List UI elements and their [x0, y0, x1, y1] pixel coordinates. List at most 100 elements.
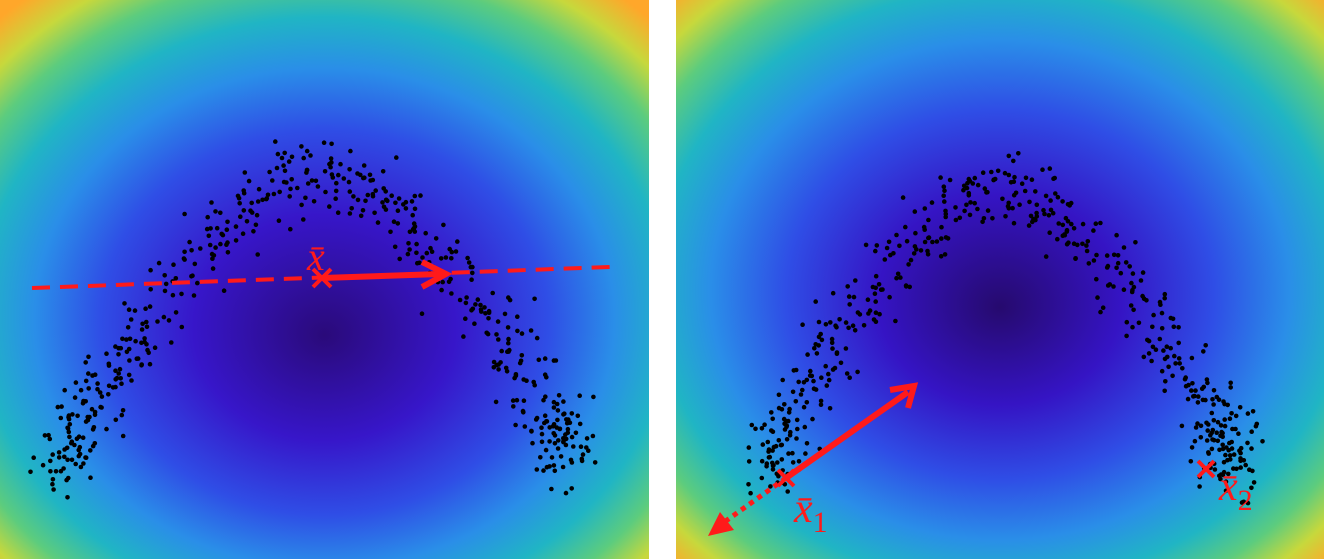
data-point [962, 208, 967, 214]
data-point [1218, 433, 1223, 439]
data-point [770, 467, 776, 472]
data-point [361, 163, 367, 168]
data-point [811, 386, 817, 392]
data-point [327, 204, 332, 209]
data-point [56, 455, 62, 460]
data-point [162, 288, 168, 294]
mean-label-1: x̄1 [793, 486, 828, 539]
data-point [1128, 303, 1134, 308]
data-point [47, 436, 53, 442]
data-point [911, 251, 917, 256]
data-point [419, 311, 425, 317]
data-point [346, 179, 352, 185]
data-point [796, 459, 802, 464]
data-point [895, 271, 901, 277]
data-point [355, 171, 360, 176]
data-point [561, 399, 566, 404]
data-point [336, 172, 341, 178]
data-point [828, 320, 833, 325]
data-point [236, 196, 242, 201]
right-background [676, 0, 1324, 559]
data-point [327, 161, 332, 167]
data-point [286, 159, 292, 164]
data-point [964, 185, 970, 191]
data-point [424, 250, 430, 256]
data-point [807, 373, 813, 378]
data-point [882, 257, 888, 262]
data-point [117, 366, 123, 372]
data-point [270, 178, 275, 183]
data-point [182, 211, 187, 217]
data-point [469, 308, 474, 313]
data-point [770, 416, 775, 422]
data-point [1013, 190, 1019, 196]
data-point [769, 410, 774, 415]
data-point [517, 360, 523, 366]
data-point [779, 407, 785, 412]
data-point [214, 225, 220, 231]
mean-marker-1 [776, 468, 796, 488]
data-point [1220, 442, 1225, 448]
data-point [1008, 180, 1014, 185]
data-point [206, 233, 212, 239]
data-point [393, 200, 398, 206]
data-point [414, 250, 419, 256]
data-point [966, 190, 972, 196]
data-point [299, 202, 304, 208]
data-point [1173, 361, 1178, 366]
data-point [334, 180, 339, 186]
data-point [542, 413, 548, 419]
data-point [209, 200, 214, 205]
data-point [289, 154, 295, 160]
data-point [1211, 402, 1216, 407]
data-point [1195, 400, 1201, 405]
data-point [759, 426, 765, 431]
data-point [179, 291, 184, 297]
data-point [65, 495, 70, 500]
data-point [770, 460, 775, 466]
data-point [341, 176, 347, 181]
data-point [99, 405, 104, 410]
data-point [1245, 500, 1251, 506]
data-point [55, 404, 61, 410]
data-point [843, 320, 849, 325]
data-point [242, 170, 248, 175]
data-point [163, 281, 169, 287]
data-point [972, 200, 977, 206]
data-point [561, 439, 566, 445]
data-point [786, 451, 791, 456]
data-point [83, 455, 89, 461]
data-point [790, 450, 795, 456]
data-point [1043, 254, 1049, 259]
data-point [273, 139, 278, 144]
data-point [1130, 271, 1136, 276]
data-point [552, 468, 558, 474]
double-arrow-shaft [784, 389, 910, 481]
data-point [1019, 181, 1025, 186]
data-point [1247, 467, 1252, 473]
data-point [282, 168, 288, 174]
data-point [760, 442, 766, 447]
data-point [918, 248, 924, 253]
data-point [953, 217, 959, 223]
data-point [886, 239, 892, 245]
data-point [1176, 340, 1181, 346]
data-point [299, 144, 304, 149]
data-point [513, 422, 518, 428]
data-point [1034, 202, 1040, 208]
data-point [1245, 411, 1251, 416]
data-point [766, 455, 772, 460]
data-point [95, 386, 100, 392]
data-point [264, 196, 270, 201]
data-point [496, 337, 501, 342]
data-point [72, 442, 77, 448]
data-point [367, 172, 373, 178]
data-point [539, 425, 544, 431]
data-point [128, 317, 134, 322]
data-point [555, 417, 560, 423]
data-point [406, 241, 411, 246]
data-point [83, 360, 88, 365]
data-point [328, 156, 334, 161]
data-point [1136, 320, 1142, 326]
data-point [1149, 358, 1154, 364]
